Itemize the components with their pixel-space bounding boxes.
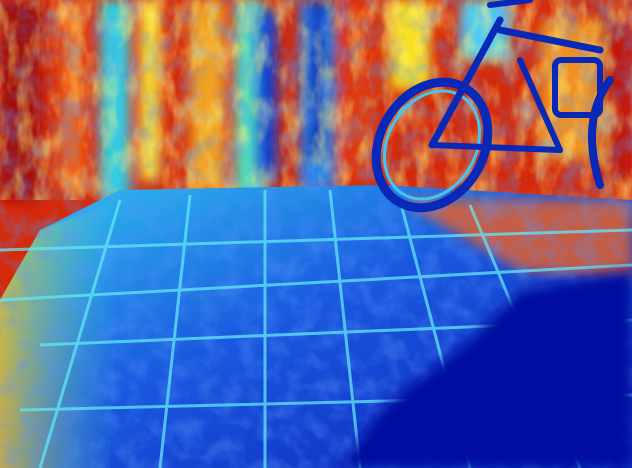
- bicycle-shadow: [340, 270, 632, 468]
- bicycle: [371, 0, 614, 213]
